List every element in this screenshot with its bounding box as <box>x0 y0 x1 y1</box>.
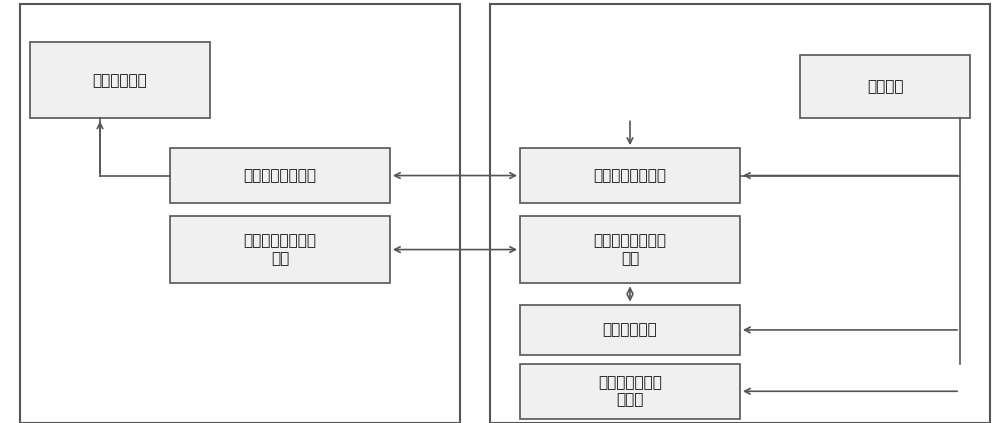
Text: 控制单元: 控制单元 <box>867 79 903 94</box>
Text: 手机音频标准接口
模块: 手机音频标准接口 模块 <box>244 233 316 266</box>
Text: 装置音频标准接口
模块: 装置音频标准接口 模块 <box>594 233 666 266</box>
FancyBboxPatch shape <box>490 4 990 423</box>
FancyBboxPatch shape <box>520 305 740 355</box>
FancyBboxPatch shape <box>30 42 210 118</box>
Text: 电源功能模块: 电源功能模块 <box>603 322 657 338</box>
Text: 装置通讯功能模块: 装置通讯功能模块 <box>594 168 666 183</box>
FancyBboxPatch shape <box>520 364 740 419</box>
FancyBboxPatch shape <box>170 148 390 203</box>
Text: 手机通讯功能模块: 手机通讯功能模块 <box>244 168 316 183</box>
FancyBboxPatch shape <box>520 148 740 203</box>
Text: 卡片数据处理功
能模块: 卡片数据处理功 能模块 <box>598 375 662 407</box>
FancyBboxPatch shape <box>520 216 740 283</box>
FancyBboxPatch shape <box>20 4 460 423</box>
Text: 手机专用软件: 手机专用软件 <box>93 73 147 88</box>
FancyBboxPatch shape <box>800 55 970 118</box>
FancyBboxPatch shape <box>170 216 390 283</box>
